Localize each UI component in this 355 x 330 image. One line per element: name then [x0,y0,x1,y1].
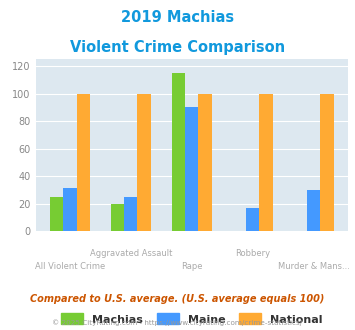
Bar [50,197,63,231]
Bar [137,94,151,231]
Text: Aggravated Assault: Aggravated Assault [89,249,172,258]
Bar [320,94,334,231]
Text: 2019 Machias: 2019 Machias [121,10,234,25]
Bar [77,94,90,231]
Bar [307,190,320,231]
Bar [171,73,185,231]
Bar [198,94,212,231]
Bar [260,94,273,231]
Text: Compared to U.S. average. (U.S. average equals 100): Compared to U.S. average. (U.S. average … [30,294,325,304]
Text: Rape: Rape [181,262,202,271]
Legend: Machias, Maine, National: Machias, Maine, National [57,309,327,329]
Bar [63,188,77,231]
Text: © 2025 CityRating.com - https://www.cityrating.com/crime-statistics/: © 2025 CityRating.com - https://www.city… [53,319,302,326]
Text: Violent Crime Comparison: Violent Crime Comparison [70,40,285,54]
Bar [246,208,260,231]
Bar [111,204,124,231]
Bar [124,197,137,231]
Bar [185,108,198,231]
Text: Murder & Mans...: Murder & Mans... [278,262,350,271]
Text: Robbery: Robbery [235,249,270,258]
Text: All Violent Crime: All Violent Crime [35,262,105,271]
